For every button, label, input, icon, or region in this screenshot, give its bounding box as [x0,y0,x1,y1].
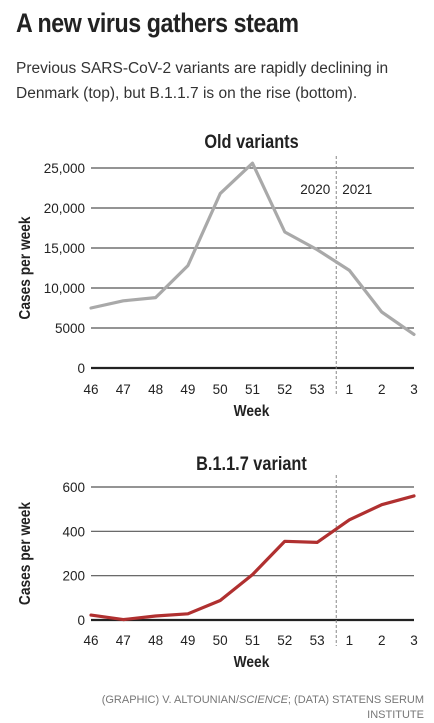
ytick-label-1-1: 200 [62,569,85,584]
xtick-label-0-2: 48 [148,382,163,397]
xtick-label-0-1: 47 [116,382,131,397]
year-label-2020: 2020 [300,182,330,197]
ytick-label-0-2: 10,000 [44,281,85,296]
x-axis-title-0: Week [234,402,270,420]
ytick-label-1-3: 600 [62,480,85,495]
chart-title-0: Old variants [204,131,298,152]
ytick-label-0-4: 20,000 [44,201,85,216]
xtick-label-1-1: 47 [116,633,131,648]
xtick-label-0-7: 53 [310,382,325,397]
xtick-label-0-10: 3 [410,382,418,397]
credit-suffix: ; (DATA) STATENS SERUM INSTITUTE [287,694,424,721]
xtick-label-0-4: 50 [213,382,228,397]
ytick-label-1-0: 0 [77,613,85,628]
xtick-label-1-3: 49 [180,633,195,648]
xtick-label-1-8: 1 [346,633,354,648]
xtick-label-1-7: 53 [310,633,325,648]
x-axis-title-1: Week [234,653,270,671]
xtick-label-0-5: 51 [245,382,260,397]
figure-subtitle: Previous SARS-CoV-2 variants are rapidly… [16,60,389,102]
y-axis-title-1: Cases per week [16,501,34,605]
year-label-2021: 2021 [342,182,372,197]
ytick-label-0-3: 15,000 [44,241,85,256]
series-line-1-0 [89,494,416,622]
xtick-label-1-0: 46 [83,633,98,648]
credit-line: (GRAPHIC) V. ALTOUNIAN/SCIENCE; (DATA) S… [44,693,424,723]
y-axis-title-0: Cases per week [16,216,34,320]
series-line-0-0 [89,161,416,336]
xtick-label-1-9: 2 [378,633,386,648]
chart-title-1: B.1.1.7 variant [196,453,307,474]
xtick-label-0-8: 1 [346,382,354,397]
xtick-label-0-9: 2 [378,382,386,397]
xtick-label-0-6: 52 [277,382,292,397]
xtick-label-0-0: 46 [83,382,98,397]
xtick-label-1-10: 3 [410,633,418,648]
xtick-label-1-6: 52 [277,633,292,648]
ytick-label-1-2: 400 [62,524,85,539]
xtick-label-1-2: 48 [148,633,163,648]
ytick-label-0-1: 5000 [55,321,85,336]
ytick-label-0-5: 25,000 [44,161,85,176]
xtick-label-1-5: 51 [245,633,260,648]
credit-italic: SCIENCE [239,694,288,706]
figure-title: A new virus gathers steam [16,8,299,38]
ytick-label-0-0: 0 [77,361,85,376]
xtick-label-0-3: 49 [180,382,195,397]
credit-prefix: (GRAPHIC) V. ALTOUNIAN/ [101,694,240,706]
xtick-label-1-4: 50 [213,633,228,648]
